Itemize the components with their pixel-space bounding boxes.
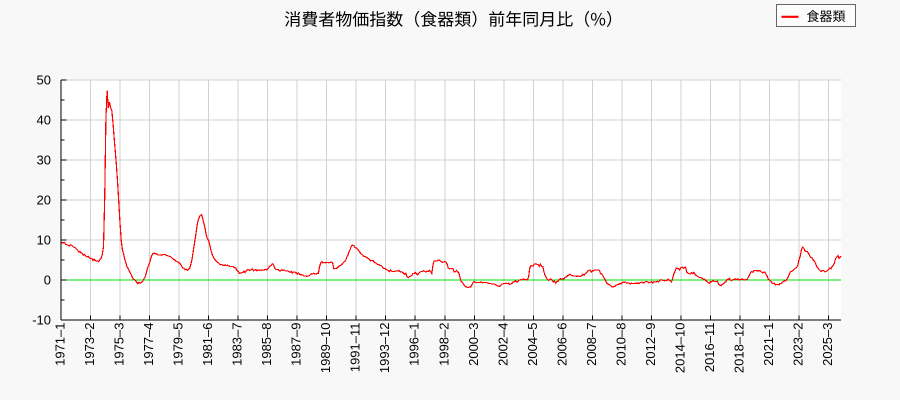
svg-text:2021–1: 2021–1 <box>761 323 776 366</box>
svg-text:1985–8: 1985–8 <box>259 323 274 366</box>
svg-text:1991–11: 1991–11 <box>348 323 363 373</box>
svg-text:2016–11: 2016–11 <box>702 323 717 373</box>
svg-text:20: 20 <box>37 193 51 208</box>
svg-text:1989–10: 1989–10 <box>318 323 333 374</box>
svg-text:50: 50 <box>37 73 51 88</box>
svg-text:1998–2: 1998–2 <box>436 323 451 366</box>
svg-text:2000–3: 2000–3 <box>466 323 481 366</box>
svg-text:2014–10: 2014–10 <box>672 323 687 374</box>
svg-text:2006–6: 2006–6 <box>554 323 569 366</box>
svg-text:1981–6: 1981–6 <box>200 323 215 366</box>
svg-text:0: 0 <box>44 273 51 288</box>
svg-text:1987–9: 1987–9 <box>289 323 304 366</box>
svg-text:2012–9: 2012–9 <box>643 323 658 366</box>
svg-text:10: 10 <box>37 233 51 248</box>
svg-text:1977–4: 1977–4 <box>141 323 156 366</box>
svg-text:1979–5: 1979–5 <box>171 323 186 366</box>
svg-text:1993–12: 1993–12 <box>377 323 392 374</box>
svg-text:1996–1: 1996–1 <box>407 323 422 366</box>
svg-text:2023–2: 2023–2 <box>791 323 806 366</box>
svg-text:2010–8: 2010–8 <box>613 323 628 366</box>
svg-text:2025–3: 2025–3 <box>820 323 835 366</box>
svg-text:2018–12: 2018–12 <box>732 323 747 374</box>
svg-text:2004–5: 2004–5 <box>525 323 540 366</box>
svg-text:2008–7: 2008–7 <box>584 323 599 366</box>
svg-text:1973–2: 1973–2 <box>82 323 97 366</box>
svg-text:30: 30 <box>37 153 51 168</box>
svg-text:1975–3: 1975–3 <box>112 323 127 366</box>
svg-text:2002–4: 2002–4 <box>495 323 510 366</box>
svg-text:1971–1: 1971–1 <box>53 323 68 366</box>
svg-text:1983–7: 1983–7 <box>230 323 245 366</box>
svg-text:-10: -10 <box>32 313 51 328</box>
svg-text:40: 40 <box>37 113 51 128</box>
